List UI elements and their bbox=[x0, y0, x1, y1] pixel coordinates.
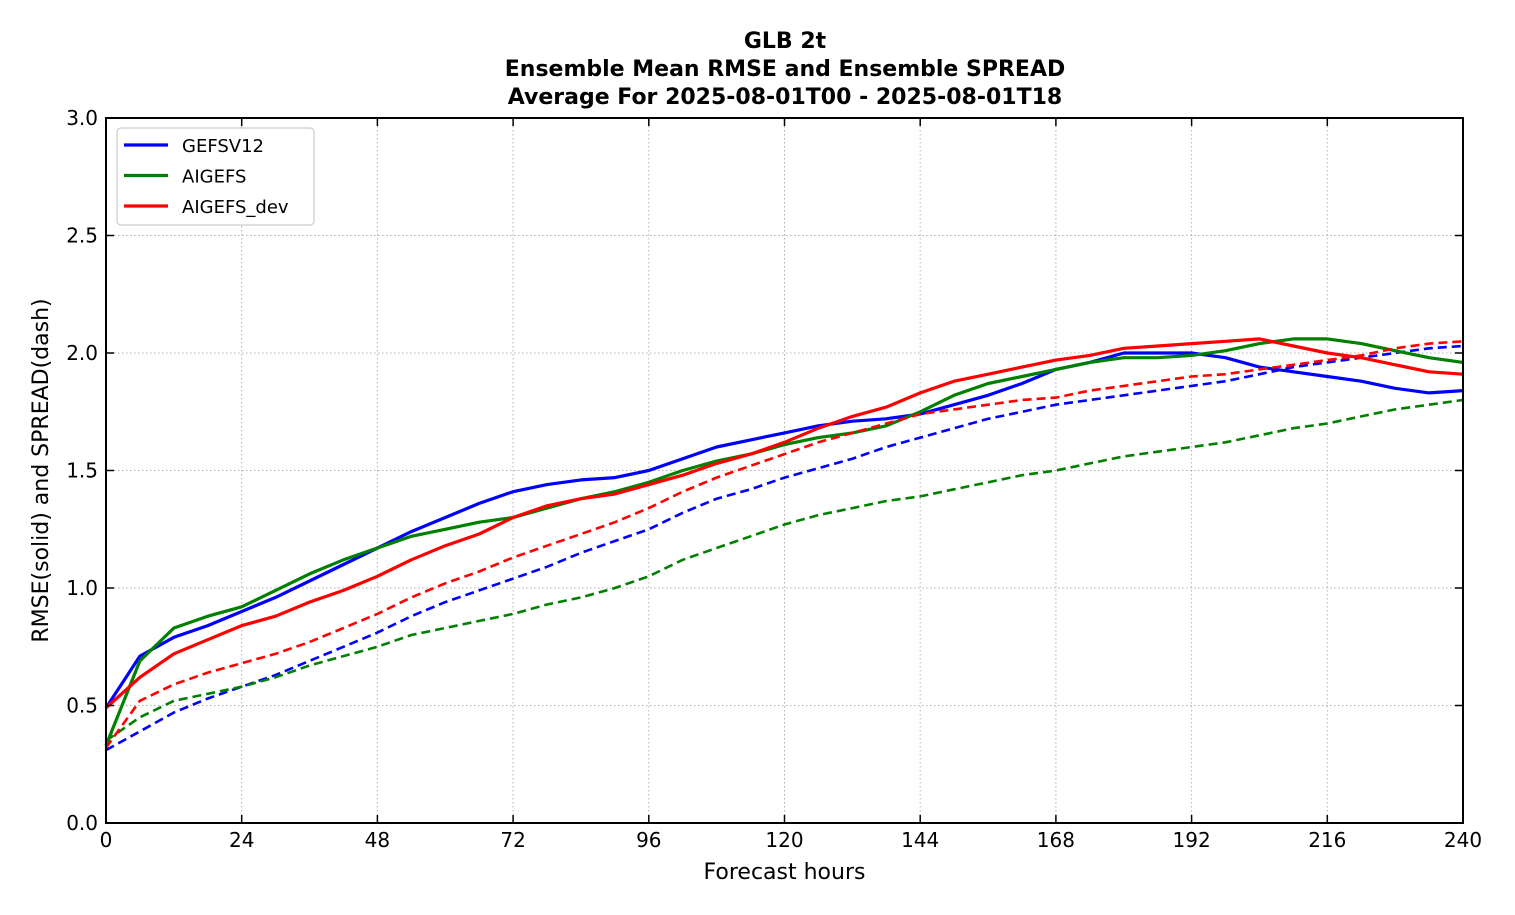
x-tick-label: 0 bbox=[100, 828, 113, 852]
y-tick-label: 0.0 bbox=[66, 811, 98, 835]
y-tick-label: 2.0 bbox=[66, 341, 98, 365]
legend-label-aigefs-dev: AIGEFS_dev bbox=[182, 197, 289, 218]
y-tick-label: 1.5 bbox=[66, 459, 98, 483]
series-line-gefsv12-rmse bbox=[104, 351, 1464, 709]
y-tick-label: 1.0 bbox=[66, 576, 98, 600]
x-tick-label: 168 bbox=[1037, 828, 1075, 852]
legend-label-aigefs: AIGEFS bbox=[182, 167, 246, 188]
tick-labels: 0 24 48 72 96 120 144 168 192 216 240 0.0 0.5 1.0 1.5 2… bbox=[66, 106, 1482, 852]
axis-ticks bbox=[105, 117, 1464, 824]
x-tick-label: 240 bbox=[1444, 828, 1482, 852]
y-tick-label: 0.5 bbox=[66, 694, 98, 718]
title-line-2: Ensemble Mean RMSE and Ensemble SPREAD bbox=[505, 57, 1065, 82]
x-tick-label: 72 bbox=[500, 828, 525, 852]
series-line-gefsv12-spread bbox=[105, 344, 1464, 752]
series-line-aigefs-spread bbox=[105, 398, 1464, 742]
series-line-aigefs-dev-spread bbox=[104, 340, 1464, 749]
x-axis-label: Forecast hours bbox=[704, 860, 866, 885]
x-tick-label: 48 bbox=[365, 828, 390, 852]
series-lines bbox=[104, 337, 1464, 752]
y-tick-label: 3.0 bbox=[66, 106, 98, 130]
title-line-3: Average For 2025-08-01T00 - 2025-08-01T1… bbox=[508, 85, 1062, 110]
title-line-1: GLB 2t bbox=[744, 29, 827, 54]
x-tick-label: 144 bbox=[901, 828, 939, 852]
legend-box bbox=[116, 127, 315, 226]
x-tick-label: 24 bbox=[229, 828, 254, 852]
series-line-aigefs-dev-rmse bbox=[104, 337, 1464, 710]
x-tick-label: 120 bbox=[765, 828, 803, 852]
chart-title: GLB 2t Ensemble Mean RMSE and Ensemble SP… bbox=[505, 29, 1065, 110]
x-tick-label: 216 bbox=[1308, 828, 1346, 852]
y-axis-label: RMSE(solid) and SPREAD(dash) bbox=[29, 298, 54, 642]
legend: GEFSV12 AIGEFS AIGEFS_dev bbox=[116, 127, 315, 226]
y-tick-label: 2.5 bbox=[66, 224, 98, 248]
series-line-aigefs-rmse bbox=[104, 337, 1464, 747]
x-tick-label: 96 bbox=[636, 828, 661, 852]
legend-label-gefsv12: GEFSV12 bbox=[182, 136, 264, 157]
x-tick-label: 192 bbox=[1173, 828, 1211, 852]
